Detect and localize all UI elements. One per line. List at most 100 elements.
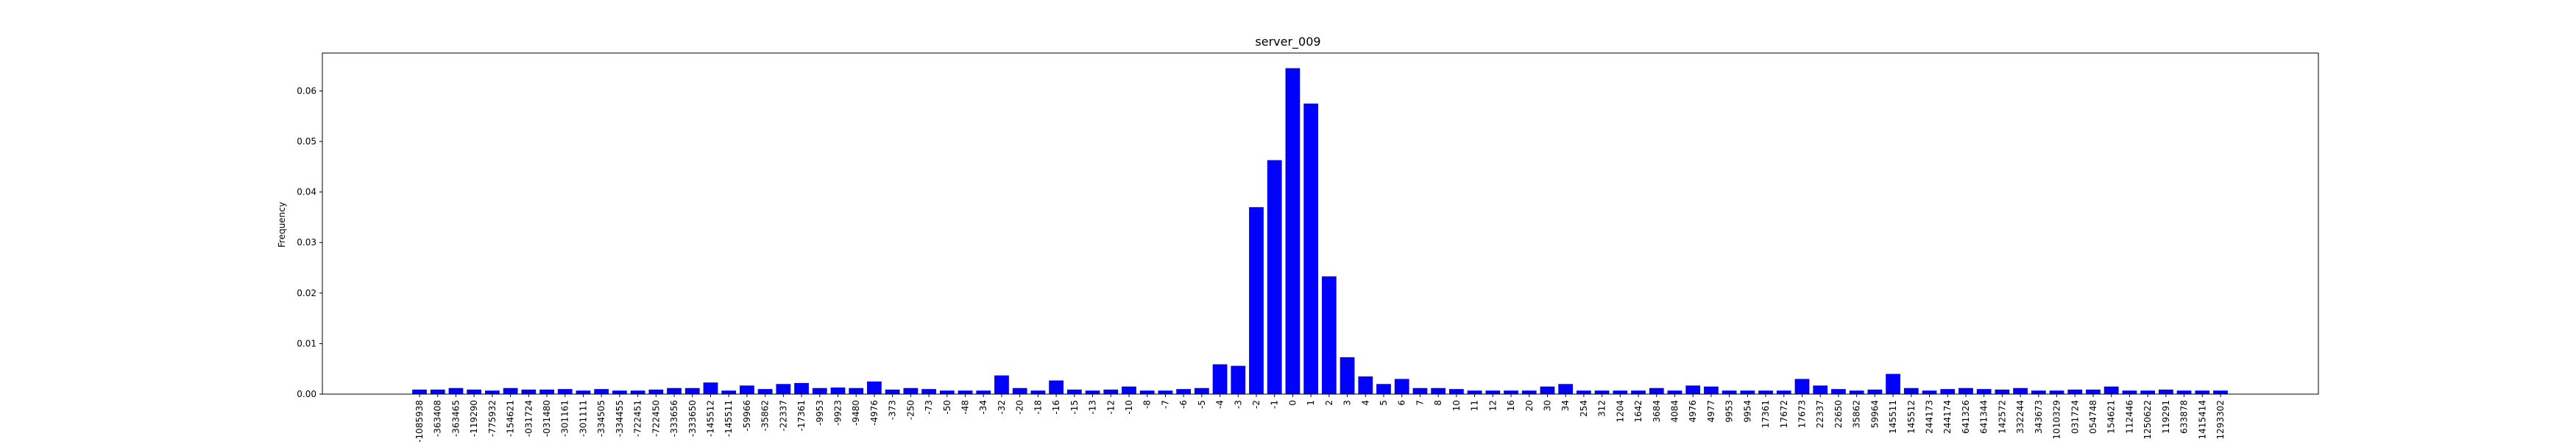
- bar: [1212, 364, 1228, 394]
- bar: [1194, 387, 1209, 394]
- x-tick-label: -333650: [687, 400, 698, 437]
- x-tick-label: -9480: [851, 400, 861, 426]
- y-tick-label: 0.02: [297, 288, 316, 298]
- bar: [2213, 390, 2228, 394]
- x-tick-label: 17361: [1761, 400, 1771, 428]
- x-tick-label: -50: [942, 400, 952, 415]
- x-tick-label: 332244: [2015, 400, 2025, 434]
- bar: [2122, 390, 2137, 394]
- plot-frame: [322, 52, 2319, 395]
- bar: [2195, 390, 2210, 394]
- bar: [594, 389, 609, 394]
- x-tick-label: 34: [1560, 400, 1571, 411]
- x-tick-label: 0: [1287, 400, 1298, 406]
- x-tick-label: -59966: [742, 400, 752, 432]
- bar: [849, 387, 864, 394]
- bar: [1049, 380, 1064, 394]
- x-tick-label: 22337: [1815, 400, 1825, 428]
- x-tick-label: 254: [1579, 400, 1589, 417]
- bar: [1577, 390, 1591, 394]
- bar: [1176, 389, 1191, 394]
- x-tick-label: -34: [978, 400, 988, 415]
- x-tick-label: 1415414: [2197, 400, 2207, 439]
- x-tick-label: 054748: [2088, 400, 2098, 434]
- y-tick-label: 0.05: [297, 136, 316, 147]
- x-tick-label: 35862: [1852, 400, 1862, 428]
- x-tick-label: -35862: [760, 400, 771, 432]
- x-tick-label: 9953: [1724, 400, 1735, 423]
- bar: [740, 385, 754, 394]
- bar: [1321, 276, 1337, 394]
- x-tick-label: 031724: [2070, 400, 2080, 434]
- x-tick-label: 22650: [1833, 400, 1844, 428]
- x-tick-label: -145512: [705, 400, 715, 437]
- y-tick-label: 0.04: [297, 187, 316, 197]
- bar: [2067, 389, 2083, 394]
- x-tick-label: -2: [1251, 400, 1262, 409]
- x-tick-label: -32: [997, 400, 1007, 415]
- bar: [721, 390, 737, 394]
- bar: [412, 389, 427, 394]
- x-tick-label: -16: [1051, 400, 1061, 415]
- bar: [684, 387, 700, 394]
- x-tick-label: -13: [1088, 400, 1098, 415]
- bar: [1412, 387, 1428, 394]
- x-tick-label: 1250622: [2142, 400, 2153, 439]
- x-tick-label: -031724: [523, 400, 534, 437]
- x-tick-label: -031480: [542, 400, 552, 437]
- x-tick-label: -6: [1178, 400, 1189, 409]
- x-tick-label: -12: [1105, 400, 1116, 415]
- x-tick-label: 2: [1324, 400, 1334, 406]
- x-tick-label: 244173: [1925, 400, 1935, 434]
- x-tick-label: -363465: [450, 400, 461, 437]
- x-tick-label: 16: [1506, 400, 1516, 411]
- bar: [867, 381, 882, 394]
- x-tick-label: -4976: [869, 400, 880, 426]
- x-tick-label: 9954: [1742, 400, 1752, 423]
- bar: [776, 384, 791, 394]
- bar: [1267, 160, 1282, 395]
- bar: [576, 390, 591, 394]
- x-tick-label: -119290: [469, 400, 479, 437]
- bar: [939, 390, 955, 394]
- bar: [1813, 385, 1828, 394]
- bar: [1831, 389, 1846, 394]
- x-tick-label: 142572: [1997, 400, 2007, 434]
- x-tick-label: -3: [1233, 400, 1243, 409]
- bar: [1448, 389, 1464, 394]
- x-tick-label: 4084: [1669, 400, 1680, 423]
- x-tick-label: 20: [1524, 400, 1535, 411]
- bar: [1085, 390, 1100, 394]
- x-tick-label: -15: [1069, 400, 1080, 415]
- bar: [521, 389, 537, 394]
- bar: [484, 390, 500, 394]
- bar: [612, 390, 627, 394]
- bar: [921, 389, 936, 394]
- bar: [812, 387, 827, 394]
- bar: [1558, 384, 1574, 394]
- bar: [1849, 390, 1864, 394]
- x-tick-label: 8: [1433, 400, 1443, 406]
- x-tick-label: 1: [1306, 400, 1316, 406]
- x-tick-label: -722451: [633, 400, 643, 437]
- bar: [1030, 390, 1046, 394]
- bar: [1958, 387, 1973, 394]
- x-tick-label: 1010329: [2052, 400, 2062, 439]
- x-tick-label: 119291: [2161, 400, 2171, 434]
- bar: [2176, 390, 2192, 394]
- bar: [757, 389, 773, 394]
- x-tick-label: 312: [1597, 400, 1607, 417]
- bar: [430, 389, 445, 394]
- bar: [1722, 390, 1737, 394]
- bar: [903, 387, 919, 394]
- x-tick-label: -17361: [796, 400, 807, 432]
- x-tick-label: -20: [1015, 400, 1025, 415]
- bar: [1758, 390, 1773, 394]
- x-tick-label: -775932: [487, 400, 498, 437]
- bar: [885, 389, 900, 394]
- x-axis: -1085938 -363408 -363465 -119290 -775932 -154…: [414, 394, 2226, 442]
- x-tick-label: -1: [1270, 400, 1280, 409]
- x-tick-label: 11: [1470, 400, 1480, 411]
- bar: [503, 387, 518, 394]
